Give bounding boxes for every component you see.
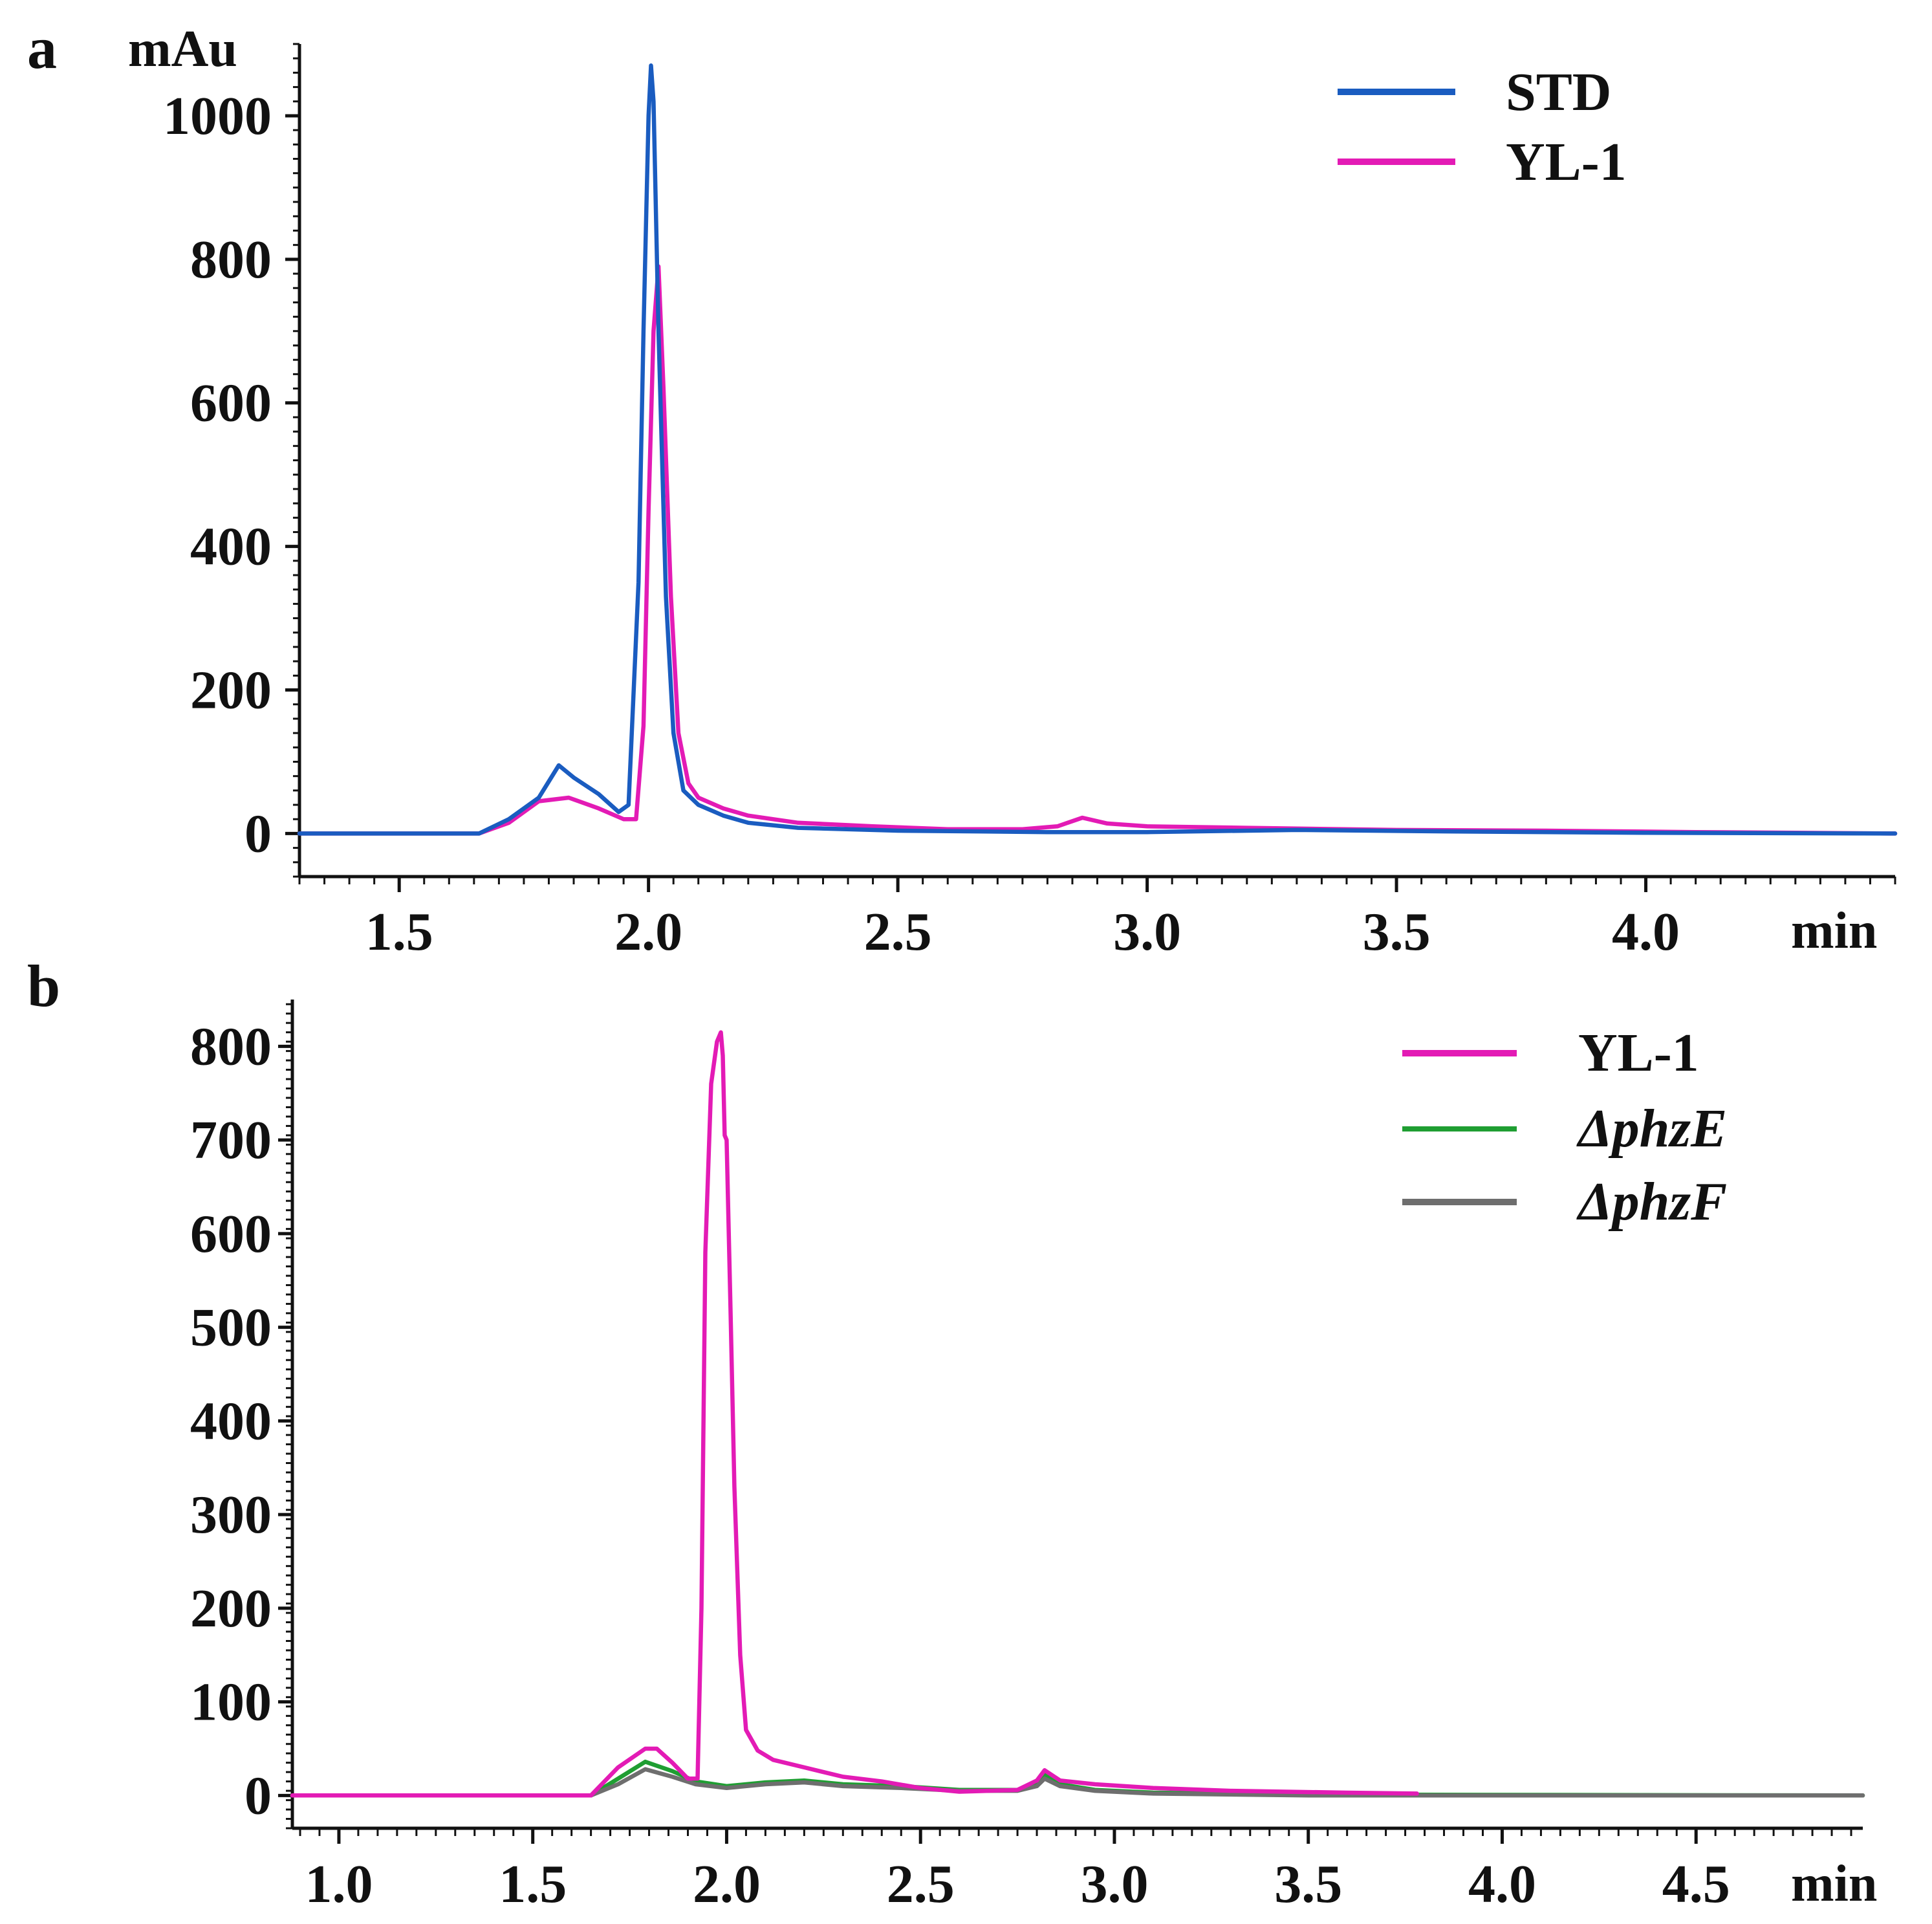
x-tick-label: 3.5 [1274, 1854, 1342, 1914]
x-tick-label: 1.0 [305, 1854, 373, 1914]
x-tick-label: 4.5 [1662, 1854, 1730, 1914]
panel-b-legend: YL-1 ΔphzE ΔphzF [1402, 1023, 1727, 1232]
panel-a-y-unit: mAu [128, 21, 237, 78]
y-tick-label: 600 [190, 1204, 272, 1264]
y-tick-label: 200 [190, 1579, 272, 1639]
y-tick-label: 0 [244, 803, 272, 864]
y-tick-label: 400 [190, 517, 272, 577]
x-tick-label: 2.5 [864, 902, 932, 962]
y-tick-label: 300 [190, 1485, 272, 1545]
panel-b-letter: b [27, 953, 60, 1019]
panel-a-letter: a [27, 15, 57, 81]
series-line-phzf [290, 1767, 1865, 1798]
panel-b: b min 0 100 200 300 400 500 600 700 800 1.0 1.5 2.… [27, 953, 1877, 1914]
x-tick-label: 1.5 [365, 902, 433, 962]
panel-a-x-unit: min [1791, 902, 1877, 959]
x-tick-label: 4.0 [1612, 902, 1680, 962]
series-line-std [297, 63, 1898, 836]
legend-b-phze-label: ΔphzE [1576, 1099, 1727, 1159]
series-line-yl1 [297, 264, 1898, 836]
y-tick-label: 600 [190, 373, 272, 433]
y-tick-label: 100 [190, 1672, 272, 1733]
legend-b-phzf-label: ΔphzF [1576, 1172, 1727, 1232]
y-tick-label: 1000 [163, 86, 272, 146]
y-tick-label: 500 [190, 1298, 272, 1358]
panel-b-x-unit: min [1791, 1855, 1877, 1912]
x-tick-label: 3.0 [1080, 1854, 1148, 1914]
y-tick-label: 700 [190, 1110, 272, 1170]
x-tick-label: 2.5 [887, 1854, 955, 1914]
y-tick-label: 0 [244, 1765, 272, 1826]
x-tick-label: 3.5 [1363, 902, 1431, 962]
series-line-yl1 [290, 1030, 1419, 1798]
panel-a-series [297, 63, 1898, 836]
legend-a-std-label: STD [1506, 62, 1611, 122]
legend-b-yl1-label: YL-1 [1578, 1023, 1699, 1083]
panel-a: a mAu min 0 200 400 600 800 1000 1.5 2.0 2.5 3.0… [27, 15, 1898, 962]
y-tick-label: 800 [190, 230, 272, 290]
panel-b-series [290, 1030, 1865, 1798]
panel-a-y-ticks: 0 200 400 600 800 1000 [163, 86, 299, 864]
panel-a-legend: STD YL-1 [1338, 62, 1627, 192]
legend-a-yl1-label: YL-1 [1506, 132, 1627, 192]
y-tick-label: 800 [190, 1016, 272, 1077]
panel-b-x-ticks: 1.0 1.5 2.0 2.5 3.0 3.5 4.0 4.5 [305, 1828, 1730, 1914]
y-tick-label: 200 [190, 661, 272, 721]
x-tick-label: 2.0 [614, 902, 682, 962]
panel-a-x-ticks: 1.5 2.0 2.5 3.0 3.5 4.0 [365, 877, 1680, 962]
x-tick-label: 3.0 [1113, 902, 1181, 962]
y-tick-label: 400 [190, 1391, 272, 1451]
x-tick-label: 1.5 [499, 1854, 567, 1914]
x-tick-label: 2.0 [693, 1854, 761, 1914]
panel-b-y-ticks: 0 100 200 300 400 500 600 700 800 [190, 1016, 292, 1826]
x-tick-label: 4.0 [1468, 1854, 1536, 1914]
